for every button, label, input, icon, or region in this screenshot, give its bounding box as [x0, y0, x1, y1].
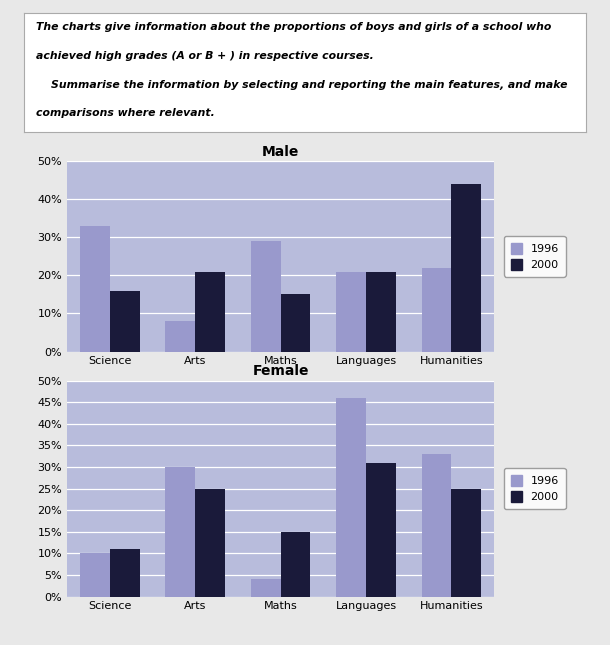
Title: Female: Female [253, 364, 309, 378]
Bar [451, 184, 481, 352]
Legend: 1996, 2000: 1996, 2000 [504, 468, 565, 509]
Bar [336, 398, 366, 597]
Bar [422, 454, 451, 597]
Bar [281, 294, 310, 352]
Bar [110, 549, 140, 597]
Bar [80, 226, 110, 352]
Bar [281, 531, 310, 597]
Bar [165, 321, 195, 352]
Bar [451, 489, 481, 597]
Bar [80, 553, 110, 597]
Bar [366, 462, 396, 597]
Bar [195, 489, 225, 597]
Bar [422, 268, 451, 352]
Bar [165, 467, 195, 597]
Text: achieved high grades (A or B + ) in respective courses.: achieved high grades (A or B + ) in resp… [35, 51, 373, 61]
Bar [195, 272, 225, 352]
Bar [251, 579, 281, 597]
Text: The charts give information about the proportions of boys and girls of a school : The charts give information about the pr… [35, 23, 551, 32]
Title: Male: Male [262, 144, 300, 159]
Bar [366, 272, 396, 352]
Bar [110, 291, 140, 352]
Text: comparisons where relevant.: comparisons where relevant. [35, 108, 214, 119]
Text: Summarise the information by selecting and reporting the main features, and make: Summarise the information by selecting a… [35, 80, 567, 90]
Bar [336, 272, 366, 352]
Legend: 1996, 2000: 1996, 2000 [504, 236, 565, 277]
Bar [251, 241, 281, 352]
